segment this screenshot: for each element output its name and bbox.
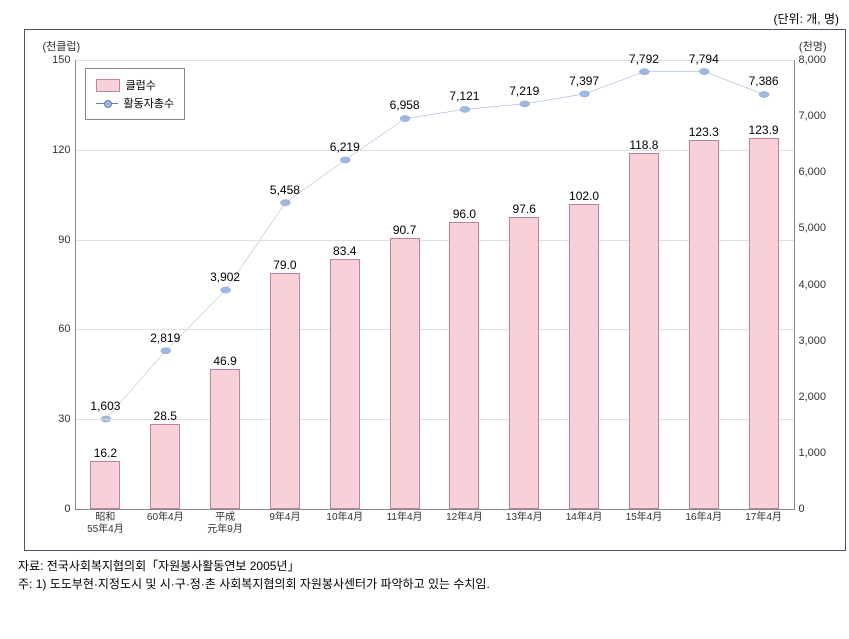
bar: 96.0	[449, 222, 479, 509]
line-value-label: 3,902	[210, 270, 240, 284]
bar: 46.9	[210, 369, 240, 509]
x-tick-label: 15年4月	[626, 512, 663, 524]
line-marker	[340, 157, 350, 163]
y-tick-left-label: 30	[58, 413, 70, 425]
bar: 79.0	[270, 273, 300, 509]
y-tick-right-label: 1,000	[799, 447, 827, 459]
x-tick-label: 昭和55年4月	[87, 512, 124, 536]
bar-value-label: 123.9	[749, 123, 779, 137]
chart-container: (단위: 개, 명) (천클럽) (천명) 030609012015001,00…	[10, 10, 849, 593]
bar-value-label: 90.7	[393, 223, 416, 237]
right-axis-title: (천명)	[799, 38, 827, 54]
line-value-label: 7,794	[689, 52, 719, 66]
line-marker	[519, 101, 529, 107]
gridline	[76, 60, 794, 61]
y-tick-left-label: 90	[58, 234, 70, 246]
x-tick-label: 9年4月	[269, 512, 300, 524]
chart-frame: (천클럽) (천명) 030609012015001,0002,0003,000…	[24, 29, 846, 551]
bar: 83.4	[330, 259, 360, 509]
bar-value-label: 28.5	[154, 409, 177, 423]
x-tick-label: 60年4月	[147, 512, 184, 524]
x-tick-label: 13年4月	[506, 512, 543, 524]
y-tick-right-label: 7,000	[799, 110, 827, 122]
y-tick-right-label: 2,000	[799, 391, 827, 403]
line-value-label: 6,219	[330, 140, 360, 154]
gridline	[76, 419, 794, 420]
line-value-label: 6,958	[390, 98, 420, 112]
y-tick-right-label: 8,000	[799, 54, 827, 66]
footer-note: 주: 1) 도도부현·지정도시 및 시·구·정·촌 사회복지협의회 자원봉사센터…	[18, 575, 849, 593]
y-tick-left-label: 150	[52, 54, 70, 66]
line-marker	[220, 287, 230, 293]
left-axis-title: (천클럽)	[43, 38, 81, 54]
line-marker	[160, 348, 170, 354]
bar-value-label: 118.8	[629, 138, 658, 152]
y-tick-left-label: 120	[52, 144, 70, 156]
x-tick-label: 14年4月	[566, 512, 603, 524]
y-tick-left-label: 0	[64, 503, 70, 515]
bar-value-label: 83.4	[333, 244, 356, 258]
y-tick-right-label: 6,000	[799, 166, 827, 178]
footer-source: 자료: 전국사회복지협의회「자원봉사활동연보 2005년」	[18, 557, 849, 575]
bar-value-label: 96.0	[453, 207, 476, 221]
bar: 123.3	[689, 140, 719, 509]
line-value-label: 1,603	[90, 399, 120, 413]
line-marker	[759, 91, 769, 97]
x-tick-label: 12年4月	[446, 512, 483, 524]
line-path	[105, 72, 763, 419]
line-marker	[459, 106, 469, 112]
line-marker	[699, 68, 709, 74]
gridline	[76, 329, 794, 330]
gridline	[76, 240, 794, 241]
legend-bar-label: 클럽수	[126, 77, 156, 93]
bar-value-label: 46.9	[213, 354, 236, 368]
bar: 97.6	[509, 217, 539, 509]
bar-value-label: 16.2	[94, 446, 117, 460]
y-tick-right-label: 0	[799, 503, 805, 515]
line-marker	[579, 91, 589, 97]
line-series-svg	[76, 60, 794, 509]
y-tick-right-label: 5,000	[799, 222, 827, 234]
bar-value-label: 102.0	[569, 189, 599, 203]
bar: 28.5	[150, 424, 180, 509]
legend-bar-swatch	[96, 79, 120, 92]
line-value-label: 7,386	[749, 74, 779, 88]
x-tick-label: 17年4月	[745, 512, 782, 524]
line-marker	[639, 69, 649, 75]
legend-row-line: 활동자총수	[96, 95, 175, 111]
plot-area: 030609012015001,0002,0003,0004,0005,0006…	[75, 60, 795, 510]
legend-line-label: 활동자총수	[124, 95, 175, 111]
x-tick-label: 11年4月	[387, 512, 423, 524]
legend-row-bar: 클럽수	[96, 77, 175, 93]
bar-value-label: 97.6	[513, 202, 536, 216]
y-tick-right-label: 3,000	[799, 335, 827, 347]
legend-line-swatch	[96, 98, 118, 109]
y-tick-right-label: 4,000	[799, 279, 827, 291]
bar-value-label: 79.0	[273, 258, 296, 272]
line-value-label: 7,397	[569, 74, 599, 88]
y-tick-left-label: 60	[58, 323, 70, 335]
line-marker	[280, 200, 290, 206]
line-value-label: 2,819	[150, 331, 180, 345]
bar: 118.8	[629, 153, 659, 509]
line-value-label: 5,458	[270, 183, 300, 197]
line-value-label: 7,219	[509, 84, 539, 98]
bar: 123.9	[749, 138, 779, 509]
bar: 16.2	[90, 461, 120, 509]
line-value-label: 7,792	[629, 52, 659, 66]
x-tick-label: 平成元年9月	[207, 512, 243, 536]
gridline	[76, 150, 794, 151]
legend: 클럽수 활동자총수	[85, 68, 186, 120]
x-tick-label: 16年4月	[685, 512, 722, 524]
line-value-label: 7,121	[449, 89, 479, 103]
x-tick-label: 10年4月	[326, 512, 363, 524]
bar: 102.0	[569, 204, 599, 509]
line-marker	[400, 115, 410, 121]
unit-label: (단위: 개, 명)	[10, 10, 849, 27]
bar: 90.7	[390, 238, 420, 509]
bar-value-label: 123.3	[689, 125, 719, 139]
